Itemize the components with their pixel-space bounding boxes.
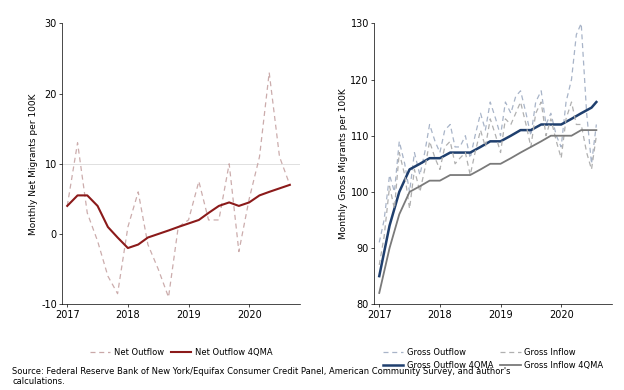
Text: Source: Federal Reserve Bank of New York/Equifax Consumer Credit Panel, American: Source: Federal Reserve Bank of New York… (12, 367, 511, 386)
Y-axis label: Monthly Gross Migrants per 100K: Monthly Gross Migrants per 100K (339, 89, 348, 239)
Legend: Gross Outflow, Gross Outflow 4QMA, Gross Inflow, Gross Inflow 4QMA: Gross Outflow, Gross Outflow 4QMA, Gross… (379, 345, 607, 374)
Y-axis label: Monthly Net Migrants per 100K: Monthly Net Migrants per 100K (29, 93, 38, 234)
Legend: Net Outflow, Net Outflow 4QMA: Net Outflow, Net Outflow 4QMA (86, 345, 276, 360)
